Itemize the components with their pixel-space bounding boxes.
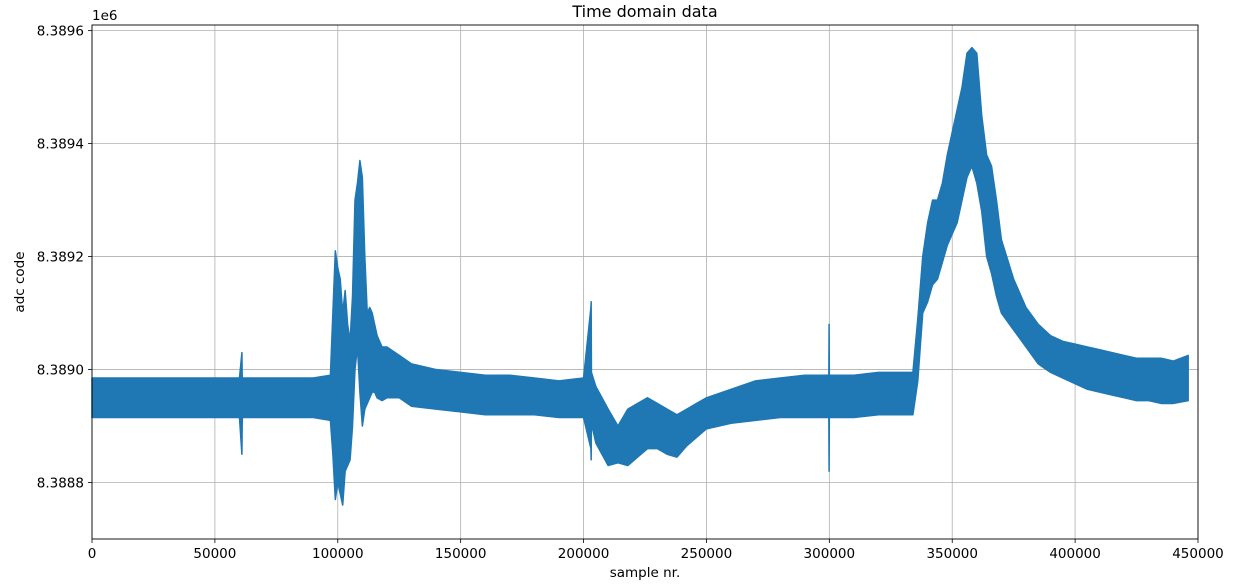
axes-frame [91, 24, 1199, 540]
x-tick-label: 400000 [1049, 546, 1101, 562]
x-axis: 0 50000 100000 150000 200000 250000 300000 3500… [88, 539, 1224, 562]
x-tick-label: 250000 [681, 546, 733, 562]
x-tick-label: 450000 [1172, 546, 1224, 562]
x-tick-label: 50000 [193, 546, 236, 562]
x-tick-label: 100000 [312, 546, 364, 562]
y-tick-label: 8.3888 [37, 476, 84, 492]
grid-lines [91, 25, 1199, 539]
x-tick-label: 350000 [926, 546, 978, 562]
series-envelope [91, 46, 1189, 506]
y-tick-label: 8.3894 [37, 137, 84, 153]
x-axis-label: sample nr. [610, 565, 681, 581]
y-axis-label: adc code [12, 251, 28, 312]
x-tick-label: 150000 [435, 546, 487, 562]
y-tick-label: 8.3892 [37, 250, 84, 266]
x-tick-label: 0 [88, 546, 97, 562]
y-tick-label: 8.3890 [37, 363, 84, 379]
y-axis: 8.3888 8.3890 8.3892 8.3894 8.3896 [37, 24, 92, 492]
y-axis-offset-label: 1e6 [92, 8, 117, 24]
x-tick-label: 200000 [558, 546, 610, 562]
plot-area [91, 46, 1189, 506]
y-tick-label: 8.3896 [37, 24, 84, 40]
chart-title: Time domain data [571, 2, 717, 21]
x-tick-label: 300000 [804, 546, 856, 562]
